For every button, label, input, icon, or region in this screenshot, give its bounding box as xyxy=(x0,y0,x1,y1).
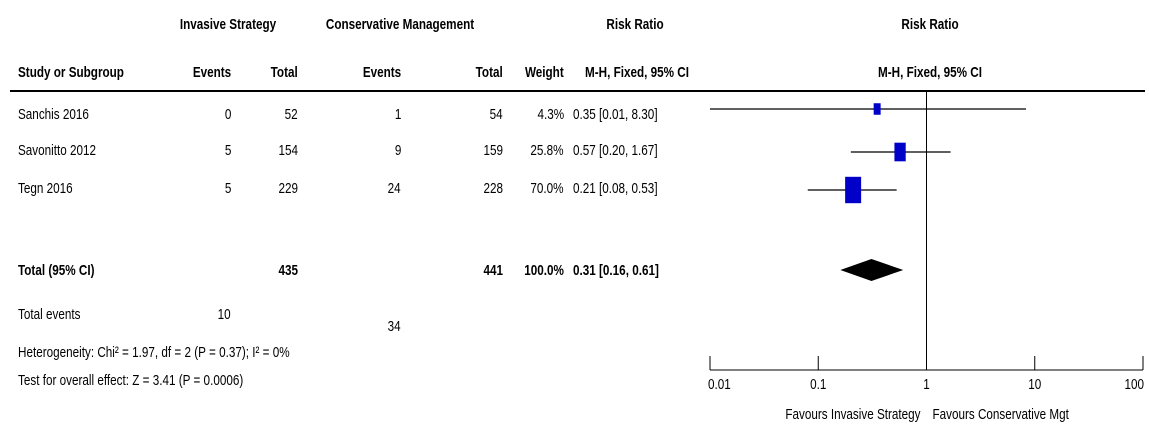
x-axis-tick-label: 0.1 xyxy=(810,376,826,393)
study-events1: 0 xyxy=(224,106,231,123)
study-ci: 0.35 [0.01, 8.30] xyxy=(573,106,658,123)
header-group1: Invasive Strategy xyxy=(179,16,277,33)
header-weight: Weight xyxy=(525,64,564,81)
study-ci: 0.21 [0.08, 0.53] xyxy=(573,180,658,197)
study-total1: 52 xyxy=(284,106,298,123)
header-ci-right: M-H, Fixed, 95% CI xyxy=(877,64,983,81)
study-name: Savonitto 2012 xyxy=(18,142,97,159)
x-axis-tick-label: 10 xyxy=(1028,376,1041,393)
total-events2: 34 xyxy=(387,318,401,335)
study-name: Tegn 2016 xyxy=(18,180,73,197)
study-total1: 154 xyxy=(278,142,298,159)
header-ci-left: M-H, Fixed, 95% CI xyxy=(584,64,690,81)
study-events1: 5 xyxy=(224,180,231,197)
x-axis-tick-label: 0.01 xyxy=(708,376,731,393)
total-label: Total (95% CI) xyxy=(18,262,95,279)
header-events2: Events xyxy=(362,64,401,81)
study-total2: 54 xyxy=(489,106,503,123)
study-total1: 229 xyxy=(278,180,298,197)
header-risk-ratio-left: Risk Ratio xyxy=(606,16,664,33)
total-ci: 0.31 [0.16, 0.61] xyxy=(573,262,659,279)
header-risk-ratio-right: Risk Ratio xyxy=(901,16,959,33)
study-events2: 24 xyxy=(387,180,401,197)
favours-right-label: Favours Conservative Mgt xyxy=(933,406,1070,423)
study-weight-marker xyxy=(845,176,862,204)
study-total2: 159 xyxy=(483,142,503,159)
pooled-diamond xyxy=(840,259,904,281)
header-total1: Total xyxy=(270,64,298,81)
total-events-label: Total events xyxy=(18,306,81,323)
study-events1: 5 xyxy=(224,142,231,159)
header-group2: Conservative Management xyxy=(325,16,475,33)
study-events2: 9 xyxy=(394,142,401,159)
study-events2: 1 xyxy=(394,106,401,123)
study-total2: 228 xyxy=(483,180,503,197)
header-events1: Events xyxy=(192,64,231,81)
favours-left-label: Favours Invasive Strategy xyxy=(785,406,920,423)
study-name: Sanchis 2016 xyxy=(18,106,89,123)
header-study: Study or Subgroup xyxy=(18,64,124,81)
study-weight-marker xyxy=(894,142,906,162)
heterogeneity-text: Heterogeneity: Chi² = 1.97, df = 2 (P = … xyxy=(18,344,290,361)
study-weight: 70.0% xyxy=(530,180,564,197)
total-weight: 100.0% xyxy=(524,262,564,279)
study-weight: 4.3% xyxy=(537,106,564,123)
study-weight-marker xyxy=(873,103,881,115)
study-ci: 0.57 [0.20, 1.67] xyxy=(573,142,658,159)
overall-effect-text: Test for overall effect: Z = 3.41 (P = 0… xyxy=(18,372,244,389)
header-rule xyxy=(10,90,1145,92)
study-weight: 25.8% xyxy=(530,142,564,159)
total-total1: 435 xyxy=(278,262,298,279)
total-events1: 10 xyxy=(217,306,231,323)
total-total2: 441 xyxy=(483,262,503,279)
header-total2: Total xyxy=(475,64,503,81)
x-axis-tick-label: 1 xyxy=(923,376,930,393)
x-axis-tick-label: 100 xyxy=(1124,376,1144,393)
